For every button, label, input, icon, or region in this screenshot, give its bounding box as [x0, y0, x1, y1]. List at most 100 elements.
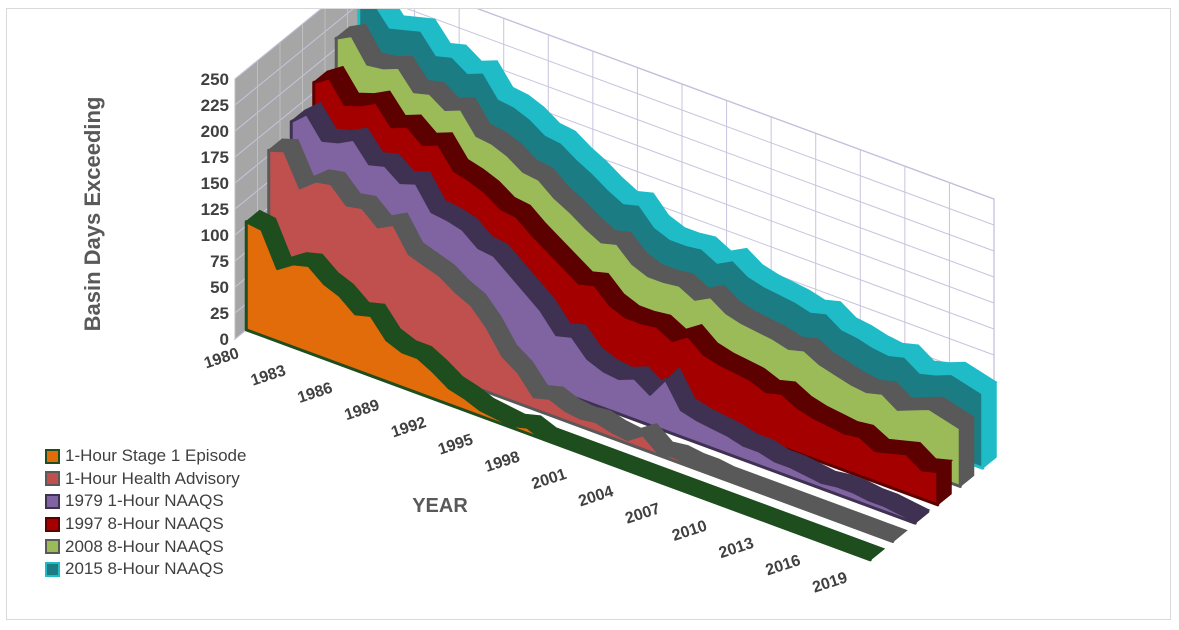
data-point — [853, 553, 856, 555]
legend-swatch-3 — [45, 516, 60, 532]
data-point — [413, 91, 416, 93]
data-point — [685, 243, 688, 246]
legend-swatch-1 — [45, 471, 60, 487]
data-point — [484, 191, 487, 194]
data-point — [651, 478, 653, 481]
data-point — [682, 490, 684, 492]
data-point — [642, 434, 644, 436]
data-point — [647, 275, 650, 277]
data-point — [444, 108, 447, 111]
data-point — [656, 325, 658, 328]
data-point — [453, 169, 455, 172]
legend-swatch-5 — [45, 561, 60, 577]
data-point — [843, 432, 845, 434]
data-point — [635, 472, 638, 475]
data-point — [729, 507, 731, 509]
data-point — [852, 491, 854, 493]
data-point — [680, 409, 683, 411]
data-point — [825, 312, 828, 314]
data-point — [631, 263, 634, 265]
data-point — [420, 29, 422, 32]
series-0 — [244, 209, 886, 562]
data-point — [678, 284, 681, 287]
data-point — [876, 534, 878, 537]
chart-legend: 1-Hour Stage 1 Episode 1-Hour Health Adv… — [45, 445, 246, 581]
data-point — [935, 373, 937, 375]
data-point — [292, 263, 294, 265]
data-point — [361, 206, 364, 209]
data-point — [401, 351, 404, 353]
data-point — [328, 76, 331, 79]
data-point — [382, 67, 384, 69]
data-point — [486, 326, 488, 329]
data-point — [775, 524, 778, 527]
series-end-cap — [982, 381, 997, 470]
x-tick-label: 1995 — [436, 431, 475, 458]
data-point — [323, 282, 326, 285]
data-point — [633, 377, 636, 379]
y-tick-label: 150 — [201, 174, 229, 193]
data-point — [526, 426, 528, 428]
data-point — [588, 455, 591, 458]
data-point — [858, 435, 861, 438]
data-point — [928, 407, 930, 410]
data-point — [524, 291, 527, 293]
data-point — [890, 451, 892, 454]
data-point — [389, 26, 391, 28]
data-point — [687, 335, 689, 337]
y-axis-label: Basin Days Exceeding — [80, 97, 105, 332]
x-tick-label: 2013 — [717, 535, 756, 562]
data-point — [912, 408, 915, 410]
data-point — [307, 264, 310, 267]
data-point — [585, 227, 587, 229]
data-point — [767, 494, 769, 497]
data-point — [607, 187, 610, 190]
data-point — [758, 450, 761, 452]
data-point — [694, 298, 696, 301]
data-point — [508, 273, 511, 275]
data-point — [782, 500, 785, 503]
chart-series-layer — [244, 9, 998, 562]
data-point — [950, 372, 953, 375]
data-point — [697, 495, 700, 498]
data-point — [390, 125, 393, 128]
data-point — [805, 473, 807, 476]
data-point — [533, 395, 535, 398]
data-point — [689, 463, 691, 466]
data-point — [780, 392, 783, 395]
x-tick-label: 2007 — [623, 500, 662, 527]
data-point — [557, 444, 560, 446]
data-point — [283, 150, 286, 152]
data-point — [399, 181, 402, 184]
legend-label: 1-Hour Health Advisory — [65, 468, 240, 488]
x-tick-label: 2019 — [810, 569, 849, 596]
data-point — [510, 424, 513, 427]
data-point — [498, 97, 500, 100]
data-point — [959, 427, 962, 430]
data-point — [609, 304, 611, 306]
data-point — [905, 453, 908, 455]
data-point — [586, 357, 589, 360]
data-point — [798, 506, 800, 508]
data-point — [501, 355, 504, 357]
data-point — [711, 426, 714, 429]
data-point — [397, 66, 400, 69]
data-point — [881, 392, 884, 395]
y-tick-label: 100 — [201, 226, 229, 245]
data-point — [819, 363, 821, 365]
data-point — [432, 370, 435, 373]
y-tick-label: 125 — [201, 200, 229, 219]
data-point — [616, 242, 618, 245]
series-end-cap — [959, 416, 975, 488]
data-point — [595, 421, 598, 423]
data-point — [495, 416, 497, 419]
data-point — [836, 485, 839, 487]
data-point — [392, 223, 395, 226]
data-point — [370, 314, 372, 317]
data-point — [619, 467, 622, 469]
data-point — [576, 157, 578, 160]
data-point — [314, 180, 317, 182]
data-point — [460, 108, 462, 110]
series-area — [334, 34, 962, 488]
data-point — [538, 178, 540, 181]
